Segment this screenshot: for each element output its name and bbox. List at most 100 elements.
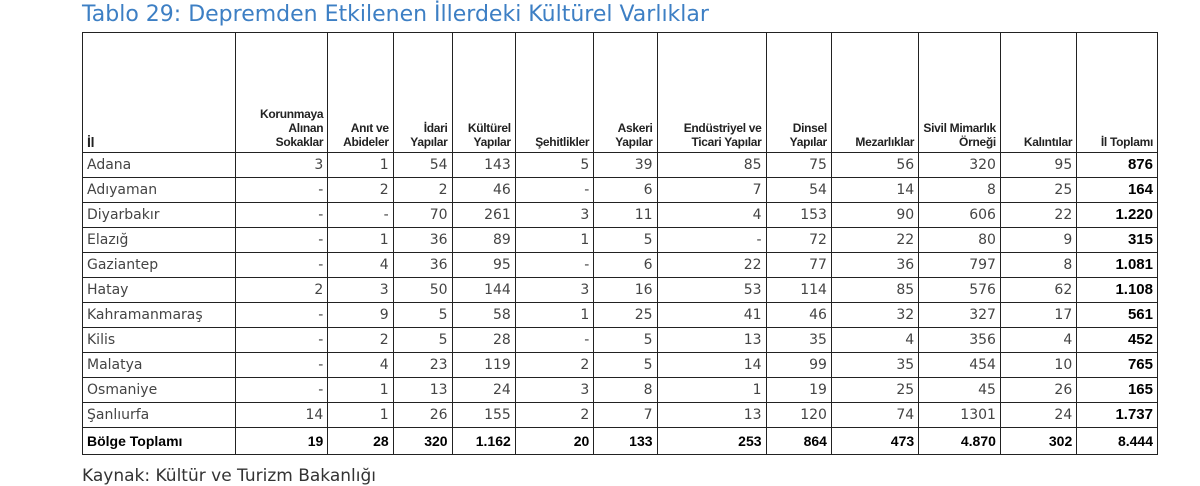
table-cell: 17	[999, 302, 1078, 328]
table-cell: 9	[999, 227, 1078, 253]
column-header: İl	[82, 32, 236, 153]
region-total-label: Bölge Toplamı	[82, 427, 236, 455]
table-cell: 24	[451, 377, 516, 403]
table-cell: 58	[451, 302, 516, 328]
source-note: Kaynak: Kültür ve Turizm Bakanlığı	[82, 466, 377, 486]
table-cell: 22	[999, 202, 1078, 228]
province-total-cell: 1.737	[1076, 402, 1158, 428]
province-name-cell: Şanlıurfa	[82, 402, 236, 428]
table-cell: 1	[656, 377, 767, 403]
table-cell: 144	[451, 277, 516, 303]
table-cell: 41	[656, 302, 767, 328]
table-cell: 6	[593, 177, 658, 203]
table-row: Kahramanmaraş -9 5 58 1 25 41 46 32 327 17 561	[82, 302, 1158, 328]
table-cell: 2	[327, 327, 394, 353]
table-cell: 155	[451, 402, 516, 428]
table-row: Şanlıurfa 14 1 26 155 2 7 13 120 74 1301 24 1.737	[82, 402, 1158, 428]
table-cell: 90	[830, 202, 920, 228]
table-cell: -	[234, 177, 329, 203]
table-row: Diyarbakır - -70 261 3 11 4 153 90 606 22 1.220	[82, 202, 1158, 228]
table-cell: 2	[234, 277, 329, 303]
table-cell: 454	[918, 352, 1001, 378]
table-cell: 28	[451, 327, 516, 353]
table-cell: 356	[918, 327, 1001, 353]
table-row: Hatay 2 3 50 144 3 16 53 114 85 576 62 1.108	[82, 277, 1158, 303]
region-total-cell: 1.162	[451, 427, 516, 455]
column-header: İl Toplamı	[1076, 32, 1158, 153]
table-cell: 54	[765, 177, 832, 203]
table-cell: 2	[514, 402, 595, 428]
table-cell: 85	[656, 152, 767, 178]
province-total-cell: 765	[1076, 352, 1158, 378]
table-cell: 36	[830, 252, 920, 278]
table-cell: 35	[830, 352, 920, 378]
table-cell: 8	[593, 377, 658, 403]
table-cell: 80	[918, 227, 1001, 253]
region-total-cell: 28	[327, 427, 394, 455]
table-cell: 13	[656, 327, 767, 353]
table-cell: 54	[392, 152, 453, 178]
table-cell: 7	[593, 402, 658, 428]
table-row: Malatya -4 23 119 2 5 14 99 35 454 10 765	[82, 352, 1158, 378]
table-cell: 50	[392, 277, 453, 303]
table-cell: 4	[999, 327, 1078, 353]
column-header: Dinsel Yapılar	[765, 32, 832, 153]
cultural-assets-table: İl Korunmaya Alınan Sokaklar Anıt ve Abide…	[82, 32, 1158, 455]
table-cell: 5	[593, 227, 658, 253]
table-cell: -	[514, 327, 595, 353]
table-cell: 72	[765, 227, 832, 253]
column-header: Kültürel Yapılar	[451, 32, 516, 153]
region-total-cell: 473	[830, 427, 920, 455]
province-name-cell: Osmaniye	[82, 377, 236, 403]
region-total-cell: 302	[999, 427, 1078, 455]
table-cell: 13	[392, 377, 453, 403]
table-cell: 1301	[918, 402, 1001, 428]
province-name-cell: Kilis	[82, 327, 236, 353]
province-name-cell: Elazığ	[82, 227, 236, 253]
table-cell: 261	[451, 202, 516, 228]
column-header: Endüstriyel ve Ticari Yapılar	[656, 32, 767, 153]
table-cell: 3	[514, 377, 595, 403]
table-cell: 606	[918, 202, 1001, 228]
province-name-cell: Hatay	[82, 277, 236, 303]
table-cell: 25	[830, 377, 920, 403]
table-cell: 19	[765, 377, 832, 403]
table-row: Kilis -2 5 28-5 13 35 4 356 4 452	[82, 327, 1158, 353]
table-cell: 320	[918, 152, 1001, 178]
table-cell: 14	[830, 177, 920, 203]
column-header: Anıt ve Abideler	[327, 32, 394, 153]
table-cell: 3	[514, 202, 595, 228]
table-cell: -	[234, 302, 329, 328]
table-row: Adana 3 1 54 143 5 39 85 75 56 320 95 876	[82, 152, 1158, 178]
province-total-cell: 165	[1076, 377, 1158, 403]
table-cell: 6	[593, 252, 658, 278]
table-cell: -	[234, 327, 329, 353]
table-cell: 2	[327, 177, 394, 203]
region-total-cell: 253	[656, 427, 767, 455]
table-cell: 797	[918, 252, 1001, 278]
table-cell: 22	[830, 227, 920, 253]
province-total-cell: 561	[1076, 302, 1158, 328]
table-cell: 36	[392, 227, 453, 253]
table-cell: 2	[392, 177, 453, 203]
province-name-cell: Gaziantep	[82, 252, 236, 278]
table-cell: 22	[656, 252, 767, 278]
table-cell: 5	[593, 327, 658, 353]
table-cell: 5	[514, 152, 595, 178]
table-cell: 99	[765, 352, 832, 378]
region-total-cell: 864	[765, 427, 832, 455]
table-cell: 14	[234, 402, 329, 428]
table-cell: -	[327, 202, 394, 228]
table-cell: 35	[765, 327, 832, 353]
table-cell: 24	[999, 402, 1078, 428]
table-cell: 120	[765, 402, 832, 428]
province-total-cell: 164	[1076, 177, 1158, 203]
table-cell: -	[656, 227, 767, 253]
column-header: Kalıntılar	[999, 32, 1078, 153]
table-cell: 11	[593, 202, 658, 228]
table-cell: 576	[918, 277, 1001, 303]
column-header: Şehitlikler	[514, 32, 595, 153]
table-cell: 4	[656, 202, 767, 228]
table-cell: 119	[451, 352, 516, 378]
table-cell: 56	[830, 152, 920, 178]
